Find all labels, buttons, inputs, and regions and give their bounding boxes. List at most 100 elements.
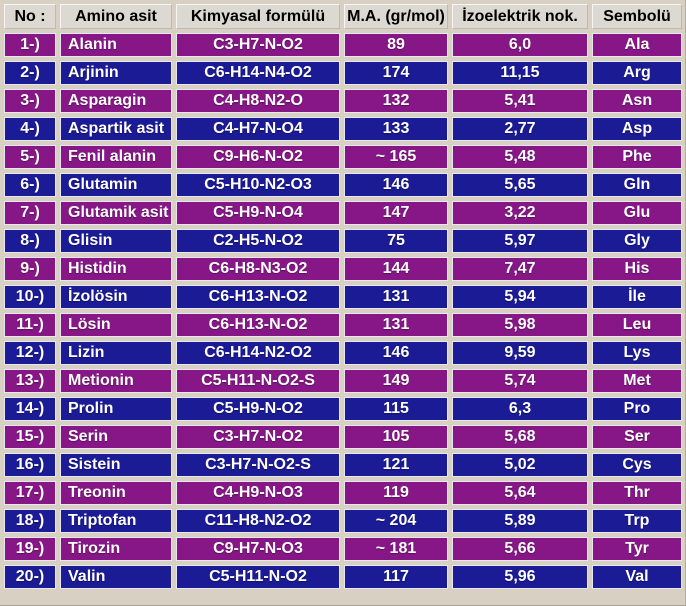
table-row: 3-) Asparagin C4-H8-N2-O 132 5,41 Asn [4, 89, 682, 113]
cell-ma: ~ 181 [344, 537, 448, 561]
cell-name: Glutamik asit [60, 201, 172, 225]
cell-formula: C3-H7-N-O2 [176, 33, 340, 57]
cell-formula: C11-H8-N2-O2 [176, 509, 340, 533]
cell-name: Lizin [60, 341, 172, 365]
cell-no: 2-) [4, 61, 56, 85]
table-row: 10-) İzolösin C6-H13-N-O2 131 5,94 İle [4, 285, 682, 309]
table-row: 7-) Glutamik asit C5-H9-N-O4 147 3,22 Glu [4, 201, 682, 225]
cell-iep: 7,47 [452, 257, 588, 281]
cell-ma: 174 [344, 61, 448, 85]
cell-ma: 144 [344, 257, 448, 281]
column-header-formula: Kimyasal formülü [176, 4, 340, 29]
table-row: 2-) Arjinin C6-H14-N4-O2 174 11,15 Arg [4, 61, 682, 85]
cell-symbol: Val [592, 565, 682, 589]
table-row: 15-) Serin C3-H7-N-O2 105 5,68 Ser [4, 425, 682, 449]
cell-iep: 5,02 [452, 453, 588, 477]
cell-symbol: Phe [592, 145, 682, 169]
cell-symbol: Thr [592, 481, 682, 505]
cell-symbol: Lys [592, 341, 682, 365]
table-row: 8-) Glisin C2-H5-N-O2 75 5,97 Gly [4, 229, 682, 253]
cell-name: Histidin [60, 257, 172, 281]
cell-name: Triptofan [60, 509, 172, 533]
cell-symbol: Asn [592, 89, 682, 113]
column-header-ma: M.A. (gr/mol) [344, 4, 448, 29]
cell-ma: 89 [344, 33, 448, 57]
cell-formula: C3-H7-N-O2-S [176, 453, 340, 477]
cell-symbol: İle [592, 285, 682, 309]
cell-formula: C4-H9-N-O3 [176, 481, 340, 505]
cell-name: Lösin [60, 313, 172, 337]
cell-symbol: Glu [592, 201, 682, 225]
cell-formula: C5-H9-N-O2 [176, 397, 340, 421]
cell-no: 16-) [4, 453, 56, 477]
cell-symbol: Pro [592, 397, 682, 421]
cell-iep: 3,22 [452, 201, 588, 225]
table-row: 11-) Lösin C6-H13-N-O2 131 5,98 Leu [4, 313, 682, 337]
cell-name: Arjinin [60, 61, 172, 85]
table-body: 1-) Alanin C3-H7-N-O2 89 6,0 Ala 2-) Arjinin C6-… [4, 33, 682, 589]
cell-iep: 2,77 [452, 117, 588, 141]
cell-no: 5-) [4, 145, 56, 169]
cell-iep: 5,74 [452, 369, 588, 393]
cell-iep: 5,97 [452, 229, 588, 253]
cell-iep: 11,15 [452, 61, 588, 85]
cell-ma: 121 [344, 453, 448, 477]
cell-symbol: Asp [592, 117, 682, 141]
cell-formula: C2-H5-N-O2 [176, 229, 340, 253]
cell-formula: C5-H11-N-O2 [176, 565, 340, 589]
cell-iep: 5,65 [452, 173, 588, 197]
amino-acid-table: No : Amino asit Kimyasal formülü M.A. (g… [4, 4, 682, 589]
cell-iep: 5,94 [452, 285, 588, 309]
cell-ma: 149 [344, 369, 448, 393]
cell-name: Prolin [60, 397, 172, 421]
cell-ma: 131 [344, 313, 448, 337]
cell-no: 7-) [4, 201, 56, 225]
column-header-iep: İzoelektrik nok. [452, 4, 588, 29]
cell-symbol: Ser [592, 425, 682, 449]
table-row: 17-) Treonin C4-H9-N-O3 119 5,64 Thr [4, 481, 682, 505]
table-row: 5-) Fenil alanin C9-H6-N-O2 ~ 165 5,48 Phe [4, 145, 682, 169]
cell-iep: 6,0 [452, 33, 588, 57]
cell-ma: 75 [344, 229, 448, 253]
cell-no: 13-) [4, 369, 56, 393]
cell-iep: 6,3 [452, 397, 588, 421]
cell-no: 20-) [4, 565, 56, 589]
cell-ma: 132 [344, 89, 448, 113]
cell-iep: 5,89 [452, 509, 588, 533]
cell-iep: 5,98 [452, 313, 588, 337]
table-row: 14-) Prolin C5-H9-N-O2 115 6,3 Pro [4, 397, 682, 421]
table-row: 1-) Alanin C3-H7-N-O2 89 6,0 Ala [4, 33, 682, 57]
cell-formula: C3-H7-N-O2 [176, 425, 340, 449]
cell-no: 15-) [4, 425, 56, 449]
cell-name: Glutamin [60, 173, 172, 197]
cell-symbol: Gly [592, 229, 682, 253]
cell-formula: C4-H8-N2-O [176, 89, 340, 113]
cell-ma: 105 [344, 425, 448, 449]
cell-ma: 147 [344, 201, 448, 225]
cell-ma: ~ 165 [344, 145, 448, 169]
cell-ma: 146 [344, 173, 448, 197]
cell-ma: 119 [344, 481, 448, 505]
table-row: 16-) Sistein C3-H7-N-O2-S 121 5,02 Cys [4, 453, 682, 477]
cell-no: 8-) [4, 229, 56, 253]
column-header-no: No : [4, 4, 56, 29]
cell-iep: 5,96 [452, 565, 588, 589]
cell-no: 11-) [4, 313, 56, 337]
cell-formula: C6-H14-N4-O2 [176, 61, 340, 85]
cell-formula: C6-H14-N2-O2 [176, 341, 340, 365]
table-row: 4-) Aspartik asit C4-H7-N-O4 133 2,77 Asp [4, 117, 682, 141]
cell-name: Glisin [60, 229, 172, 253]
cell-name: Serin [60, 425, 172, 449]
cell-ma: 133 [344, 117, 448, 141]
cell-name: Treonin [60, 481, 172, 505]
cell-iep: 5,66 [452, 537, 588, 561]
cell-name: Valin [60, 565, 172, 589]
cell-no: 17-) [4, 481, 56, 505]
cell-iep: 5,64 [452, 481, 588, 505]
cell-formula: C6-H13-N-O2 [176, 285, 340, 309]
cell-symbol: Tyr [592, 537, 682, 561]
cell-iep: 5,41 [452, 89, 588, 113]
table-row: 12-) Lizin C6-H14-N2-O2 146 9,59 Lys [4, 341, 682, 365]
cell-formula: C9-H7-N-O3 [176, 537, 340, 561]
